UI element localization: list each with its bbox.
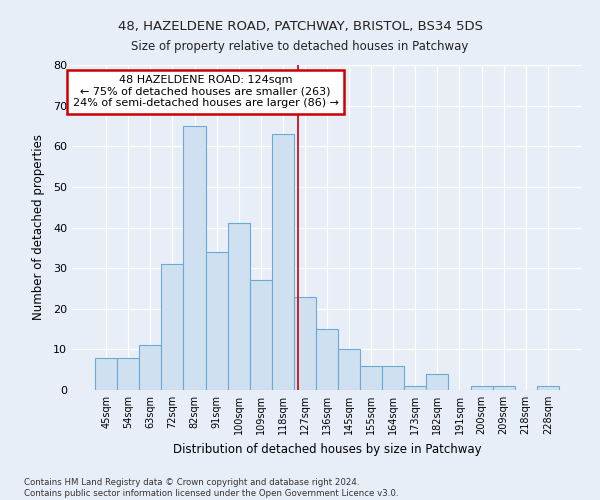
Bar <box>272 134 294 390</box>
Text: Size of property relative to detached houses in Patchway: Size of property relative to detached ho… <box>131 40 469 53</box>
Text: 48 HAZELDENE ROAD: 124sqm
← 75% of detached houses are smaller (263)
24% of semi: 48 HAZELDENE ROAD: 124sqm ← 75% of detac… <box>73 75 338 108</box>
Bar <box>537 386 559 390</box>
Bar <box>404 386 427 390</box>
Bar <box>184 126 206 390</box>
Bar <box>250 280 272 390</box>
Bar <box>117 358 139 390</box>
Bar <box>206 252 227 390</box>
Bar <box>95 358 117 390</box>
Bar <box>493 386 515 390</box>
Bar <box>161 264 184 390</box>
Text: Contains HM Land Registry data © Crown copyright and database right 2024.
Contai: Contains HM Land Registry data © Crown c… <box>24 478 398 498</box>
Bar <box>470 386 493 390</box>
Y-axis label: Number of detached properties: Number of detached properties <box>32 134 44 320</box>
Bar <box>338 350 360 390</box>
Bar <box>427 374 448 390</box>
Bar <box>227 224 250 390</box>
Bar <box>139 346 161 390</box>
X-axis label: Distribution of detached houses by size in Patchway: Distribution of detached houses by size … <box>173 442 481 456</box>
Bar <box>360 366 382 390</box>
Bar <box>382 366 404 390</box>
Bar <box>294 296 316 390</box>
Bar <box>316 329 338 390</box>
Text: 48, HAZELDENE ROAD, PATCHWAY, BRISTOL, BS34 5DS: 48, HAZELDENE ROAD, PATCHWAY, BRISTOL, B… <box>118 20 482 33</box>
